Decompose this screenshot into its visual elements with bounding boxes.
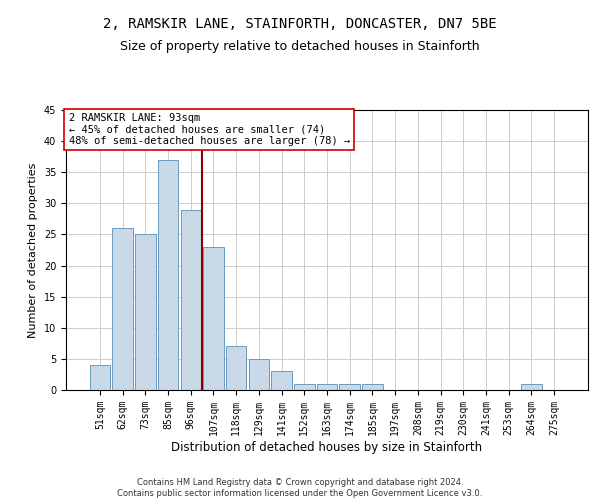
Bar	[271, 372, 292, 390]
Bar	[362, 384, 383, 390]
Text: Size of property relative to detached houses in Stainforth: Size of property relative to detached ho…	[120, 40, 480, 53]
Bar	[340, 384, 360, 390]
Text: Contains HM Land Registry data © Crown copyright and database right 2024.
Contai: Contains HM Land Registry data © Crown c…	[118, 478, 482, 498]
Bar	[135, 234, 155, 390]
Bar	[521, 384, 542, 390]
X-axis label: Distribution of detached houses by size in Stainforth: Distribution of detached houses by size …	[172, 440, 482, 454]
Bar	[248, 359, 269, 390]
Bar	[90, 365, 110, 390]
Y-axis label: Number of detached properties: Number of detached properties	[28, 162, 38, 338]
Bar	[294, 384, 314, 390]
Bar	[203, 247, 224, 390]
Text: 2, RAMSKIR LANE, STAINFORTH, DONCASTER, DN7 5BE: 2, RAMSKIR LANE, STAINFORTH, DONCASTER, …	[103, 18, 497, 32]
Bar	[317, 384, 337, 390]
Bar	[226, 346, 247, 390]
Bar	[112, 228, 133, 390]
Text: 2 RAMSKIR LANE: 93sqm
← 45% of detached houses are smaller (74)
48% of semi-deta: 2 RAMSKIR LANE: 93sqm ← 45% of detached …	[68, 113, 350, 146]
Bar	[158, 160, 178, 390]
Bar	[181, 210, 201, 390]
